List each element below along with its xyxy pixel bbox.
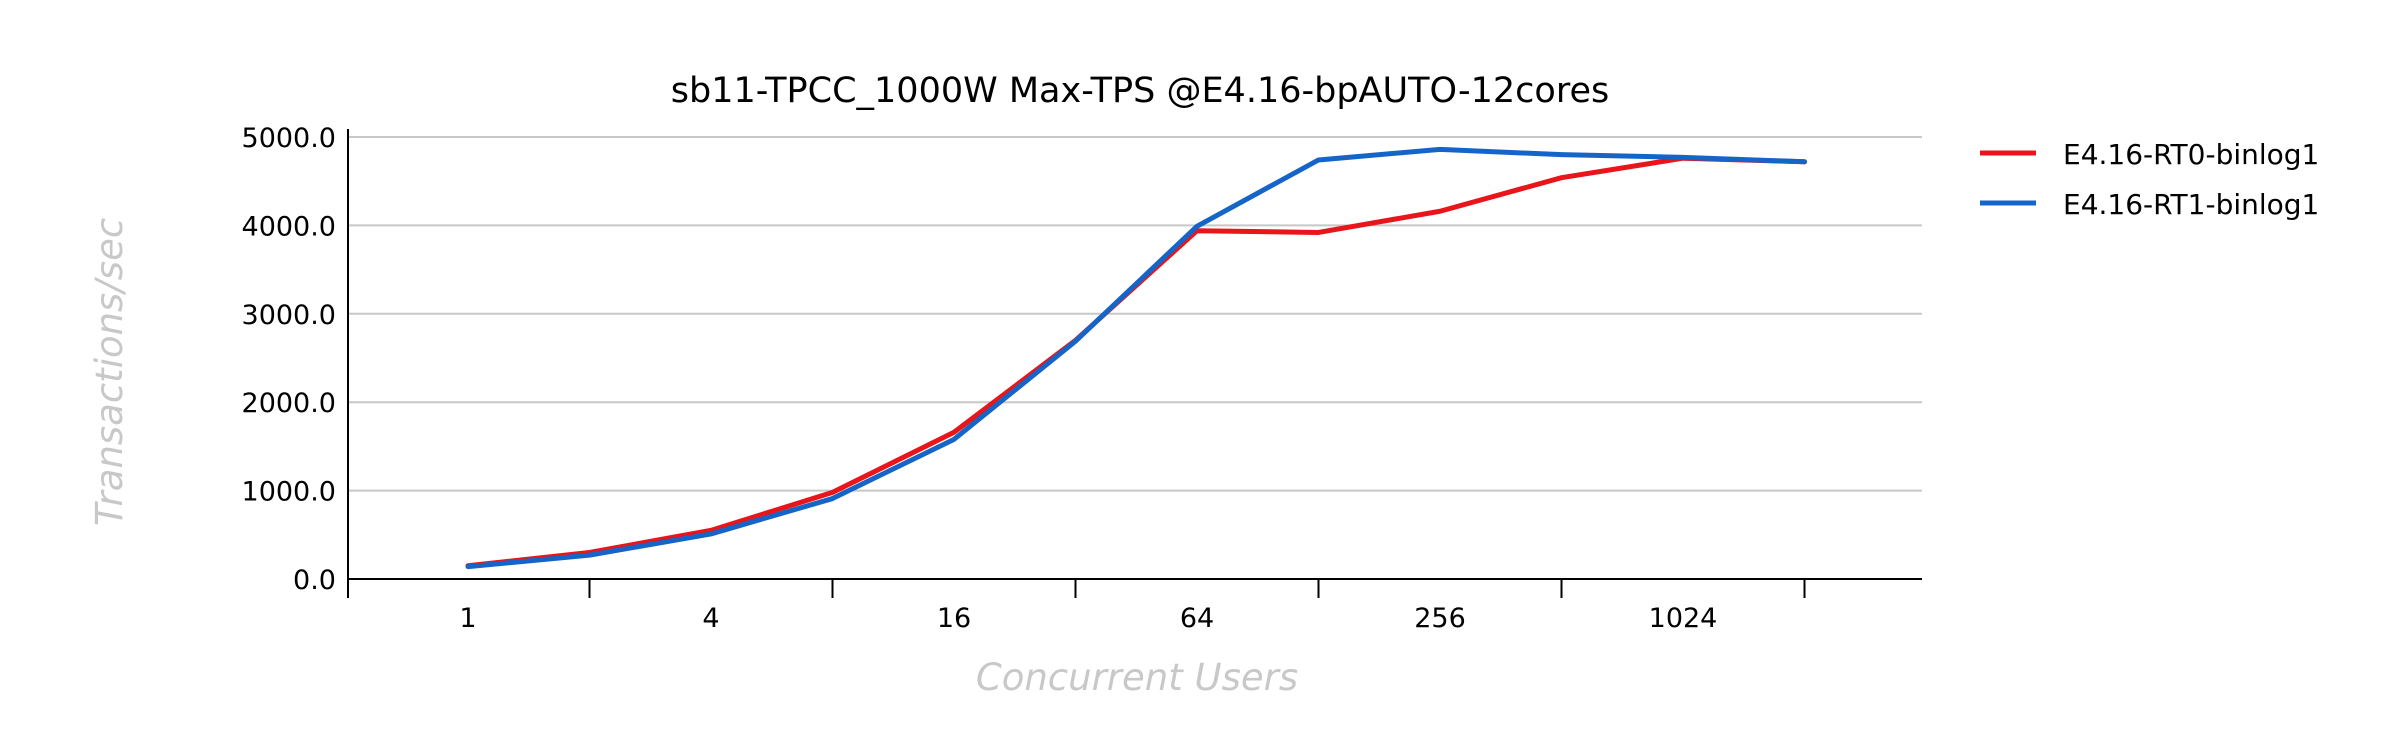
y-tick-label: 5000.0 [242, 123, 336, 154]
series [465, 146, 1807, 570]
series-line-1 [465, 155, 1807, 569]
x-tick-label: 4 [702, 603, 719, 634]
y-axis-title: Transactions/sec [88, 218, 131, 526]
y-tick-label: 0.0 [293, 565, 336, 596]
x-tick-label: 64 [1180, 603, 1214, 634]
grid [348, 136, 1922, 492]
x-tick-label: 1024 [1649, 603, 1718, 634]
x-axis-title: Concurrent Users [976, 656, 1298, 699]
x-tick-label: 1 [459, 603, 476, 634]
x-tick-label: 16 [937, 603, 971, 634]
y-tick-label: 3000.0 [242, 300, 336, 331]
x-tick-label: 256 [1414, 603, 1466, 634]
chart-title: sb11-TPCC_1000W Max-TPS @E4.16-bpAUTO-12… [671, 71, 1609, 111]
y-tick-label: 4000.0 [242, 211, 336, 242]
series-line-2 [465, 146, 1807, 570]
legend-label-2: E4.16-RT1-binlog1 [2063, 188, 2319, 221]
y-tick-label: 2000.0 [242, 388, 336, 419]
axes: 0.0 1000.0 2000.0 3000.0 4000.0 5000.0 1 4 16 64 2… [242, 123, 1922, 634]
legend-label-1: E4.16-RT0-binlog1 [2063, 138, 2319, 171]
legend: E4.16-RT0-binlog1 E4.16-RT1-binlog1 [1980, 138, 2319, 221]
y-tick-label: 1000.0 [242, 477, 336, 508]
